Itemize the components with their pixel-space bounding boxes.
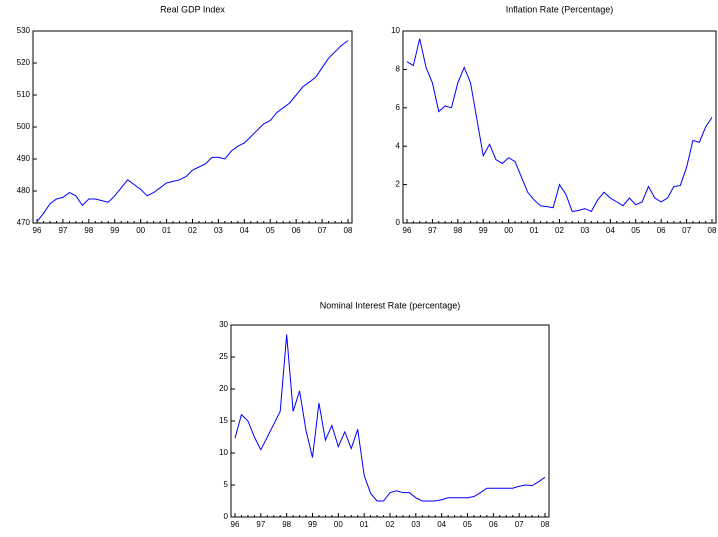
x-tick-label: 98 <box>282 520 291 529</box>
y-tick-label: 0 <box>224 512 229 521</box>
x-tick-label: 07 <box>682 226 691 235</box>
chart-title: Real GDP Index <box>160 4 225 14</box>
x-tick-label: 05 <box>631 226 640 235</box>
x-tick-label: 01 <box>360 520 369 529</box>
x-tick-label: 96 <box>33 226 42 235</box>
data-line <box>406 38 713 213</box>
x-tick-label: 03 <box>580 226 589 235</box>
x-tick-label: 03 <box>411 520 420 529</box>
chart-title: Nominal Interest Rate (percentage) <box>320 300 461 310</box>
x-tick-label: 06 <box>292 226 301 235</box>
y-tick-label: 8 <box>396 65 401 74</box>
x-tick-label: 00 <box>136 226 145 235</box>
x-tick-label: 08 <box>344 226 353 235</box>
x-tick-label: 97 <box>58 226 67 235</box>
x-tick-label: 01 <box>530 226 539 235</box>
y-tick-label: 25 <box>219 352 228 361</box>
x-tick-label: 08 <box>541 520 550 529</box>
y-tick-label: 20 <box>219 384 228 393</box>
x-tick-label: 04 <box>606 226 615 235</box>
y-tick-label: 15 <box>219 416 228 425</box>
y-tick-label: 0 <box>396 218 401 227</box>
y-tick-label: 510 <box>17 90 31 99</box>
x-tick-label: 04 <box>437 520 446 529</box>
chart-title: Inflation Rate (Percentage) <box>506 4 614 14</box>
y-tick-label: 480 <box>17 186 31 195</box>
x-tick-label: 06 <box>657 226 666 235</box>
data-line <box>36 40 349 222</box>
y-tick-label: 10 <box>219 448 228 457</box>
y-tick-label: 530 <box>17 26 31 35</box>
x-tick-label: 02 <box>555 226 564 235</box>
x-tick-label: 06 <box>489 520 498 529</box>
x-tick-label: 08 <box>708 226 717 235</box>
x-tick-label: 98 <box>84 226 93 235</box>
x-tick-label: 07 <box>318 226 327 235</box>
y-tick-label: 470 <box>17 218 31 227</box>
x-tick-label: 96 <box>403 226 412 235</box>
y-tick-label: 500 <box>17 122 31 131</box>
plot-frame <box>32 30 353 224</box>
y-tick-label: 2 <box>396 180 401 189</box>
y-tick-label: 30 <box>219 320 228 329</box>
x-tick-label: 03 <box>214 226 223 235</box>
x-tick-label: 00 <box>334 520 343 529</box>
x-tick-label: 04 <box>240 226 249 235</box>
y-tick-label: 490 <box>17 154 31 163</box>
x-tick-label: 07 <box>515 520 524 529</box>
x-tick-label: 05 <box>463 520 472 529</box>
x-tick-label: 98 <box>453 226 462 235</box>
x-tick-label: 99 <box>110 226 119 235</box>
y-tick-label: 5 <box>224 480 229 489</box>
x-tick-label: 02 <box>386 520 395 529</box>
x-tick-label: 99 <box>479 226 488 235</box>
x-tick-label: 02 <box>188 226 197 235</box>
plot-frame <box>402 30 717 224</box>
x-tick-label: 99 <box>308 520 317 529</box>
x-tick-label: 00 <box>504 226 513 235</box>
x-tick-label: 01 <box>162 226 171 235</box>
y-tick-label: 6 <box>396 103 401 112</box>
y-tick-label: 10 <box>391 26 400 35</box>
data-line <box>234 334 546 502</box>
y-tick-label: 4 <box>396 141 401 150</box>
x-tick-label: 97 <box>428 226 437 235</box>
x-tick-label: 96 <box>231 520 240 529</box>
y-tick-label: 520 <box>17 58 31 67</box>
x-tick-label: 97 <box>256 520 265 529</box>
x-tick-label: 05 <box>266 226 275 235</box>
